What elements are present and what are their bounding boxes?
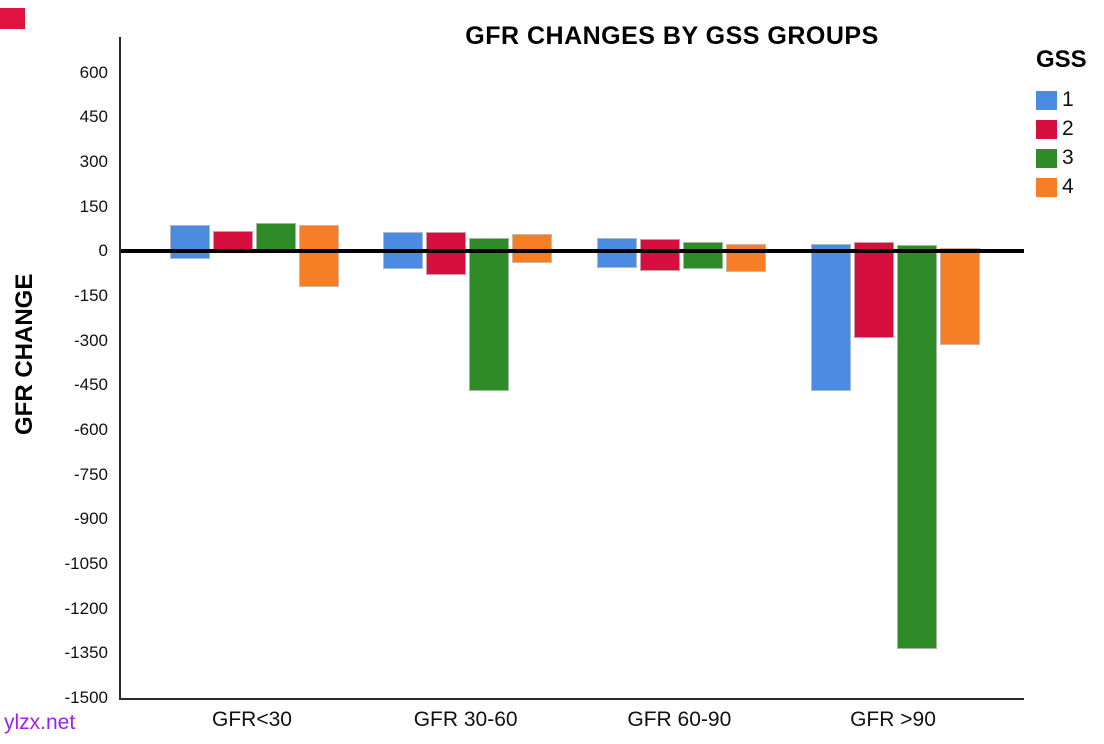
x-category-1: GFR<30: [212, 708, 292, 731]
legend-item-4: 4: [1036, 175, 1104, 198]
y-tick-150: 150: [79, 196, 108, 216]
legend-label: 4: [1062, 175, 1074, 198]
y-tick--600: -600: [73, 420, 108, 440]
legend-item-1: 1: [1036, 88, 1104, 111]
bar-gss2-cat2: [426, 232, 467, 276]
plot-area: [119, 37, 1024, 700]
watermark: ylzx.net: [4, 711, 76, 734]
bar-gss3-cat3: [682, 242, 723, 270]
y-tick--1050: -1050: [64, 554, 108, 573]
legend: GSS 1 2 3 4: [1036, 46, 1104, 206]
y-tick--450: -450: [73, 375, 108, 395]
legend-label: 3: [1062, 146, 1074, 169]
bar-gss3-cat4: [896, 245, 937, 649]
y-tick-450: 450: [79, 107, 108, 127]
y-tick--750: -750: [73, 464, 108, 484]
legend-swatch-icon: [1036, 177, 1057, 197]
bar-gss1-cat1: [169, 224, 210, 259]
y-tick--1350: -1350: [64, 643, 108, 663]
bar-gss1-cat4: [810, 243, 851, 392]
y-tick--150: -150: [73, 286, 108, 306]
legend-items: 1 2 3 4: [1036, 88, 1104, 198]
bar-gss4-cat4: [939, 248, 980, 346]
x-category-2: GFR 30-60: [413, 708, 518, 731]
x-category-3: GFR 60-90: [627, 708, 732, 731]
bar-gss3-cat2: [469, 237, 510, 392]
legend-swatch-icon: [1036, 119, 1057, 139]
legend-label: 2: [1062, 117, 1074, 140]
corner-flag: [0, 8, 25, 29]
bar-gss3-cat1: [255, 223, 296, 252]
y-tick-600: 600: [79, 62, 108, 82]
y-tick--1200: -1200: [64, 598, 108, 618]
chart-title: GFR CHANGES BY GSS GROUPS: [465, 22, 879, 50]
bar-gss2-cat3: [639, 239, 680, 271]
y-tick--900: -900: [73, 509, 108, 529]
y-tick-0: 0: [98, 241, 108, 261]
bar-gss4-cat2: [512, 233, 553, 264]
legend-swatch-icon: [1036, 90, 1057, 110]
legend-title: GSS: [1036, 46, 1087, 73]
legend-item-2: 2: [1036, 117, 1104, 140]
legend-swatch-icon: [1036, 148, 1057, 168]
bar-gss2-cat4: [853, 242, 894, 338]
x-category-4: GFR >90: [850, 708, 936, 731]
zero-line: [121, 249, 1024, 254]
bar-gss4-cat3: [725, 243, 766, 273]
y-tick--1500: -1500: [64, 688, 108, 707]
y-tick-300: 300: [79, 152, 108, 172]
legend-item-3: 3: [1036, 146, 1104, 169]
legend-label: 1: [1062, 88, 1074, 111]
bar-gss4-cat1: [298, 224, 339, 288]
y-tick--300: -300: [73, 330, 108, 350]
